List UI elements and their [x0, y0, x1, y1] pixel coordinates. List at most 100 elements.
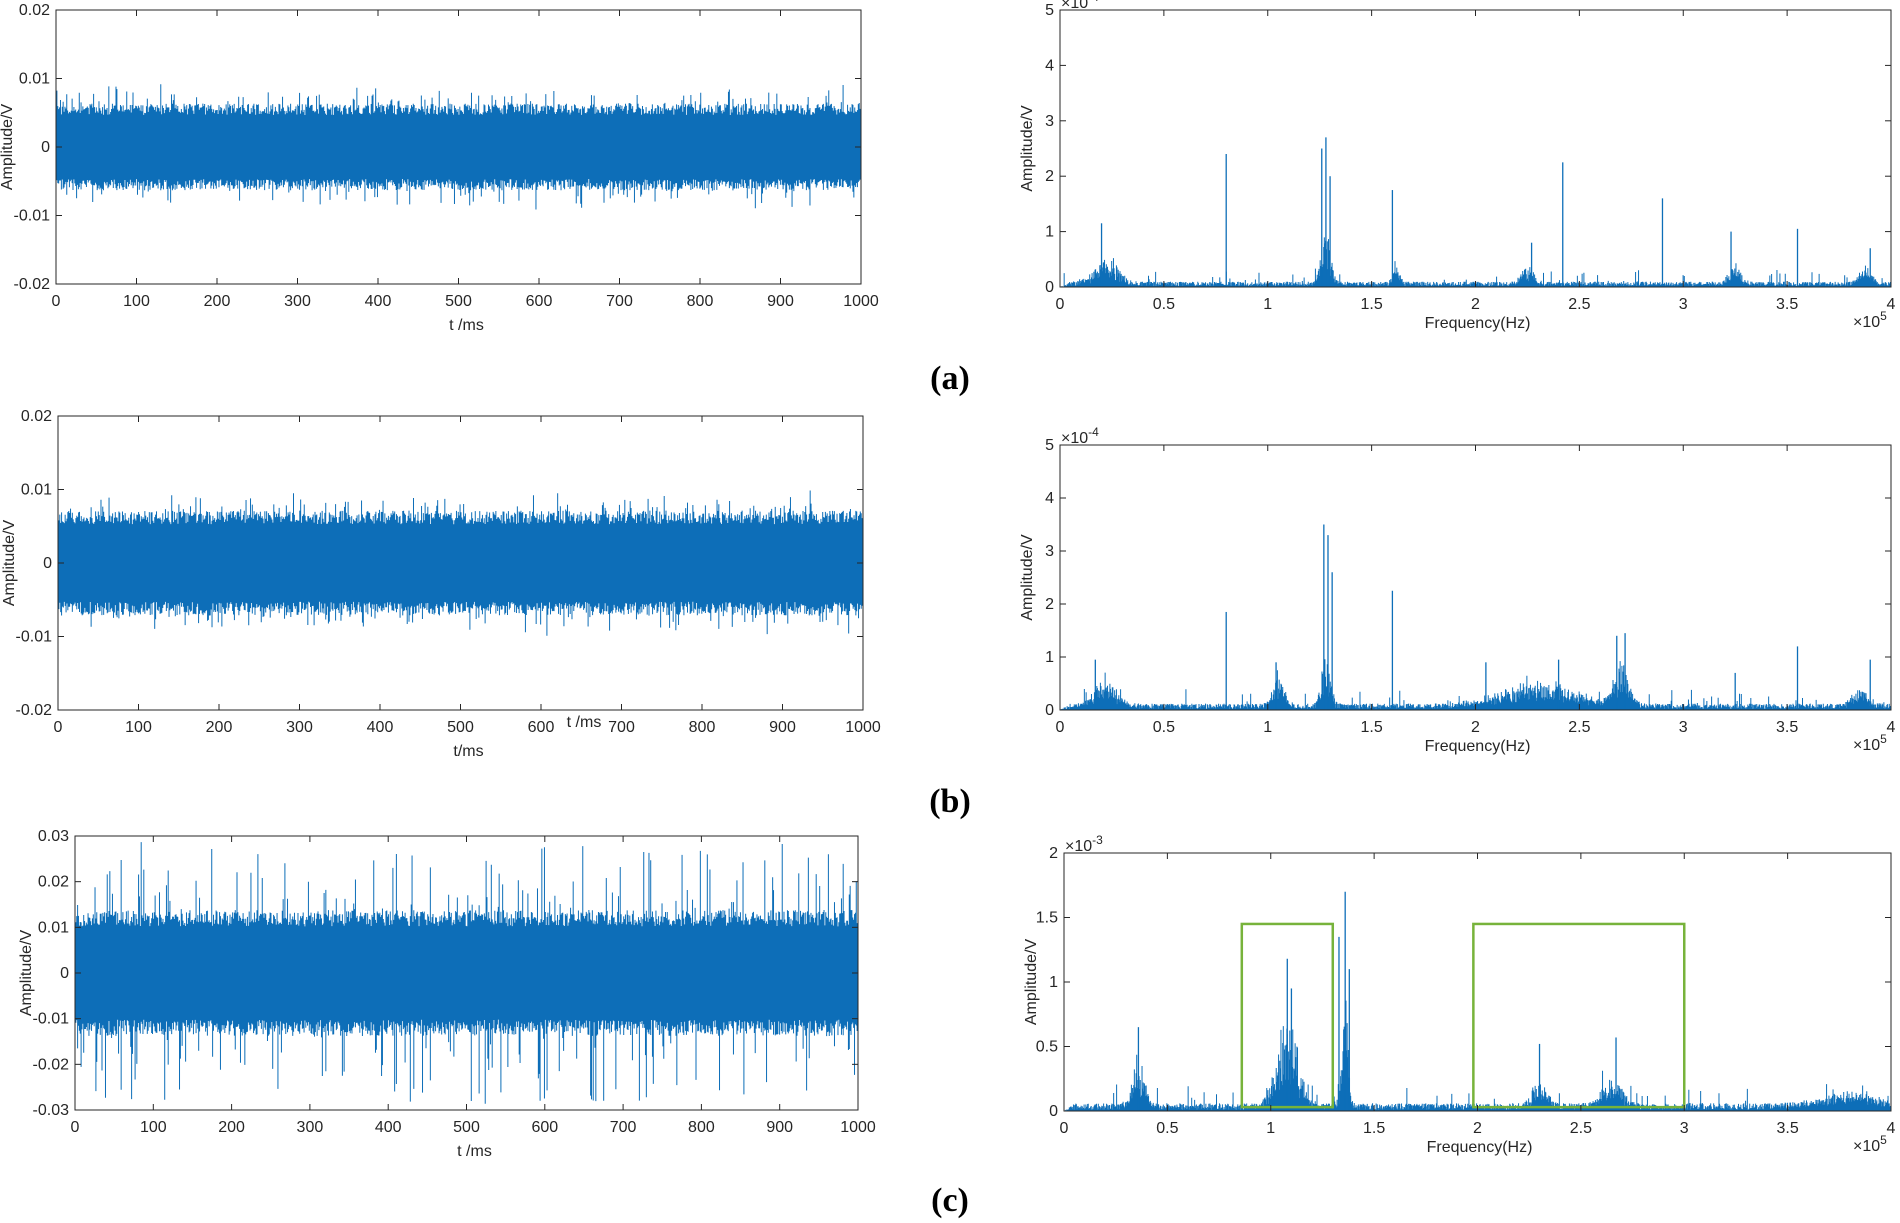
time-xtick-label: 200: [204, 293, 231, 310]
freq-y-exponent: -4: [1088, 0, 1099, 4]
freq-axes-box: [1059, 444, 1892, 711]
freq-xtick-label: 4: [1887, 296, 1896, 313]
freq-x-exponent: 5: [1880, 732, 1887, 746]
time-xtick-label: 900: [766, 1119, 793, 1136]
time-signal-trace: [55, 84, 862, 210]
freq-xtick-label: 3.5: [1776, 719, 1798, 736]
freq-xtick-label: 2.5: [1568, 296, 1590, 313]
freq-xtick-label: 1.5: [1361, 296, 1383, 313]
freq-xtick-label: 1.5: [1363, 1120, 1385, 1137]
freq-xtick-label: 2.5: [1568, 719, 1590, 736]
time-ytick-label: 0: [41, 139, 50, 156]
time-ytick-label: 0.02: [19, 2, 50, 19]
freq-x-multiplier: ×105: [1853, 732, 1887, 754]
freq-xtick-label: 0.5: [1153, 296, 1175, 313]
time-xtick-label: 800: [688, 1119, 715, 1136]
time-ytick-label: 0.02: [38, 874, 69, 891]
time-signal-trace: [74, 842, 859, 1104]
freq-ytick-label: 0.5: [1036, 1039, 1058, 1056]
time-xtick-label: 700: [608, 719, 635, 736]
time-ytick-label: -0.02: [33, 1056, 70, 1073]
freq-x-multiplier: ×105: [1853, 1133, 1887, 1155]
time-xtick-label: 300: [284, 293, 311, 310]
freq-xtick-label: 2: [1473, 1120, 1482, 1137]
time-chart: 0 100 200 300 400 500 600 700 800 900 1000 -0.03 -0.…: [18, 828, 876, 1160]
freq-x-exponent: 5: [1880, 309, 1887, 323]
time-ytick-label: 0: [43, 555, 52, 572]
time-xtick-label: 400: [375, 1119, 402, 1136]
freq-xtick-label: 1: [1263, 296, 1272, 313]
freq-xtick-label: 3: [1679, 719, 1688, 736]
time-ytick-label: -0.02: [14, 276, 51, 293]
time-ytick-label: -0.01: [14, 208, 51, 225]
freq-ylabel: Amplitude/V: [1023, 939, 1040, 1026]
freq-spectrum-trace: [1059, 659, 1892, 710]
time-xtick-label: 300: [297, 1119, 324, 1136]
time-ylabel: Amplitude/V: [18, 930, 35, 1017]
time-xtick-label: 1000: [843, 293, 879, 310]
panel-label-b: (b): [929, 783, 971, 820]
time-xtick-label: 800: [687, 293, 714, 310]
freq-y-exponent: -3: [1092, 833, 1103, 847]
time-xtick-label: 400: [367, 719, 394, 736]
panel-b: 0 100 200 300 400 500 600 700 800 900 1000-0.02-0.…: [1, 408, 1896, 760]
freq-xtick-label: 1.5: [1361, 719, 1383, 736]
time-chart: 0 100 200 300 400 500 600 700 800 900 1000 -0.02 -0.…: [1, 408, 881, 760]
time-xtick-label: 200: [218, 1119, 245, 1136]
time-xtick-label: 700: [606, 293, 633, 310]
time-signal-trace: [57, 490, 864, 636]
freq-xtick-label: 3: [1680, 1120, 1689, 1137]
time-xtick-label: 500: [445, 293, 472, 310]
freq-ytick-label: 4: [1045, 490, 1054, 507]
time-xlabel: t /ms: [457, 1143, 492, 1160]
freq-axes-box: [1059, 9, 1892, 288]
time-xtick-label: 900: [769, 719, 796, 736]
freq-xtick-label: 4: [1887, 1120, 1896, 1137]
freq-highlight-box: [1472, 922, 1686, 1109]
time-ytick-label: -0.03: [33, 1102, 70, 1119]
freq-xtick-label: 3.5: [1777, 1120, 1799, 1137]
freq-ytick-label: 1: [1045, 224, 1054, 241]
time-xtick-label: 300: [286, 719, 313, 736]
freq-ytick-label: 1.5: [1036, 910, 1058, 927]
freq-xtick-label: 2.5: [1570, 1120, 1592, 1137]
freq-ytick-label: 1: [1049, 974, 1058, 991]
time-ytick-label: 0.01: [19, 71, 50, 88]
time-xtick-label: 700: [610, 1119, 637, 1136]
time-xtick-label: 400: [365, 293, 392, 310]
time-ytick-label: 0: [60, 965, 69, 982]
freq-xtick-label: 0: [1060, 1120, 1069, 1137]
time-xtick-label: 0: [71, 1119, 80, 1136]
freq-ytick-label: 5: [1045, 2, 1054, 19]
freq-ytick-label: 0: [1045, 279, 1054, 296]
panel-a: 0 100 200 300 400 500 600 700 800 900 1000-0.02-0.…: [0, 0, 1896, 334]
freq-ytick-label: 3: [1045, 543, 1054, 560]
time-xtick-label: 900: [767, 293, 794, 310]
time-xtick-label: 100: [140, 1119, 167, 1136]
time-chart: 0 100 200 300 400 500 600 700 800 900 1000 -0.02 -0.…: [0, 2, 879, 334]
time-ylabel: Amplitude/V: [1, 520, 18, 607]
freq-xlabel: Frequency(Hz): [1425, 315, 1531, 332]
freq-xtick-label: 3.5: [1776, 296, 1798, 313]
time-ytick-label: -0.02: [16, 702, 53, 719]
freq-spectrum-trace: [1059, 237, 1892, 287]
time-xtick-label: 500: [453, 1119, 480, 1136]
freq-y-multiplier: ×10-3: [1065, 833, 1103, 855]
freq-xtick-label: 1: [1266, 1120, 1275, 1137]
spectrum-chart: 00.511.522.533.54012345Amplitude/V×10-4×…: [1019, 0, 1896, 332]
freq-ylabel: Amplitude/V: [1019, 105, 1036, 192]
freq-axes-box: [1063, 852, 1892, 1112]
freq-xtick-label: 1: [1263, 719, 1272, 736]
freq-ytick-label: 2: [1045, 596, 1054, 613]
time-xtick-label: 0: [54, 719, 63, 736]
time-xtick-label: 1000: [845, 719, 881, 736]
time-xtick-label: 100: [125, 719, 152, 736]
freq-xtick-label: 4: [1887, 719, 1896, 736]
time-ytick-label: 0.02: [21, 408, 52, 425]
freq-x-exponent: 5: [1880, 1133, 1887, 1147]
time-xtick-label: 600: [526, 293, 553, 310]
freq-xtick-label: 0.5: [1153, 719, 1175, 736]
time-xlabel: t /ms: [449, 317, 484, 334]
freq-ytick-label: 2: [1045, 168, 1054, 185]
